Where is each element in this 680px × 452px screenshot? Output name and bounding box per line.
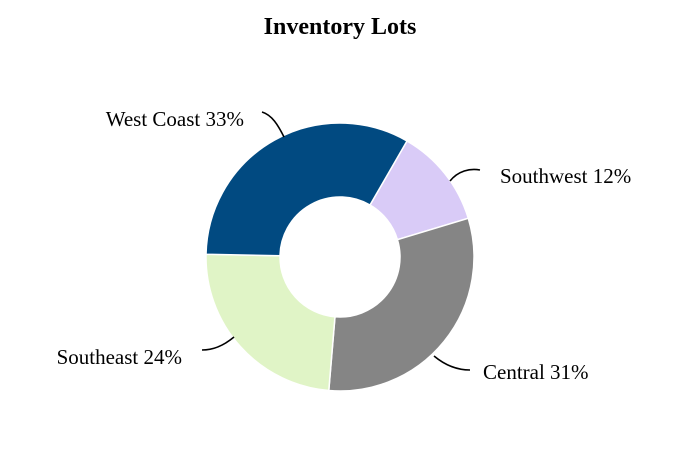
label-southwest: Southwest 12%: [500, 164, 631, 188]
leader-line-southeast: [201, 336, 235, 351]
label-southeast: Southeast 24%: [57, 345, 182, 369]
label-west-coast: West Coast 33%: [106, 107, 244, 131]
label-central: Central 31%: [483, 360, 589, 384]
leader-line-west-coast: [261, 111, 285, 138]
leader-line-central: [433, 355, 471, 371]
leader-line-southwest: [449, 168, 481, 182]
slice-central: [327, 217, 475, 392]
slice-southeast: [205, 253, 336, 392]
chart-title: Inventory Lots: [263, 14, 417, 40]
slice-west-coast: [205, 122, 409, 257]
